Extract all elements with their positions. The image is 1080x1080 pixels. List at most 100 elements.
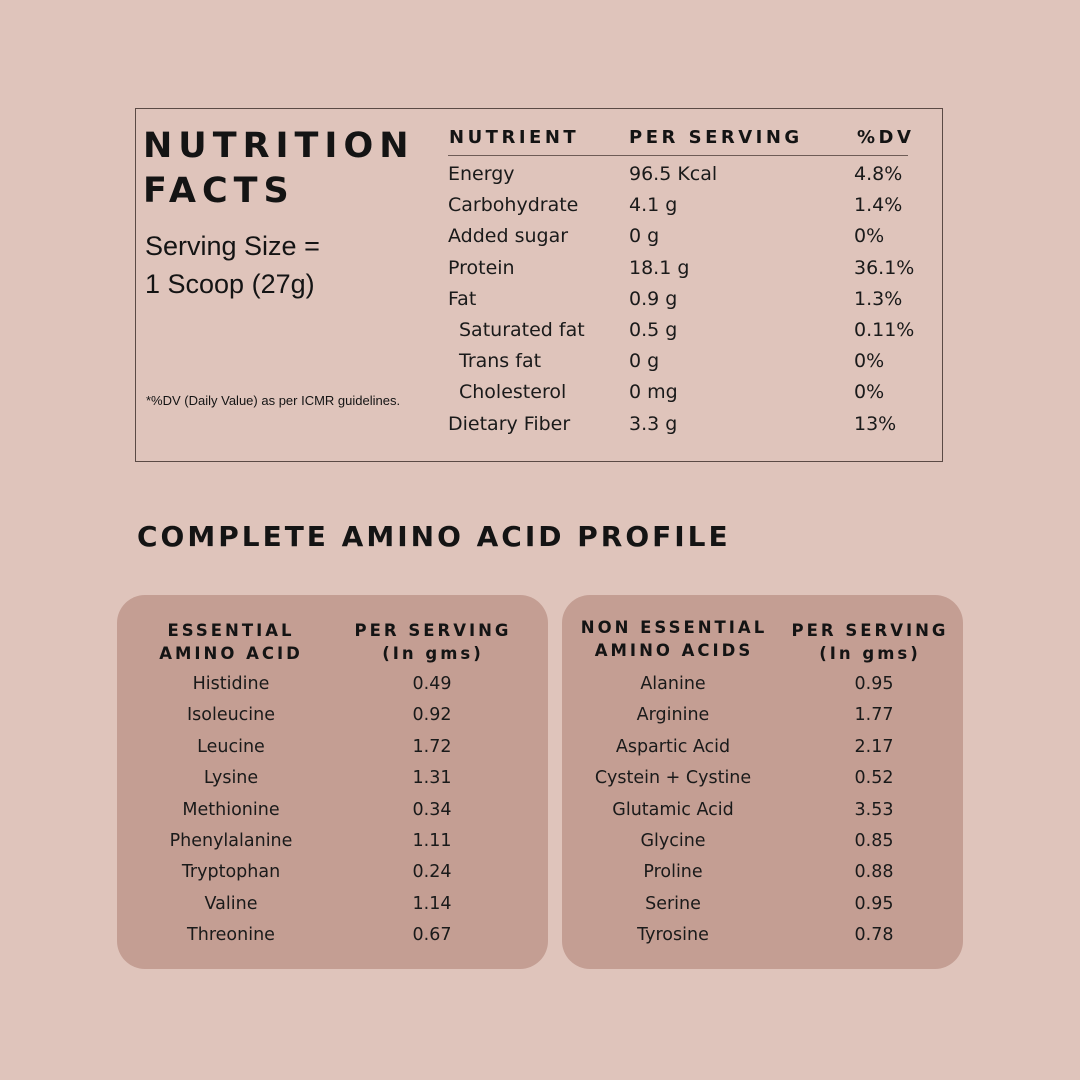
amino-acid-name: Valine bbox=[204, 893, 258, 914]
title-line-2: FACTS bbox=[143, 171, 295, 211]
amino-acid-name: Histidine bbox=[192, 674, 270, 694]
nutrient-name: Energy bbox=[448, 163, 515, 185]
amino-acid-value: 1.31 bbox=[412, 768, 452, 789]
amino-row: Proline 0.88 bbox=[0, 860, 1080, 891]
nutrient-row: Carbohydrate 4.1 g 1.4% bbox=[0, 192, 1080, 223]
amino-acid-value: 3.53 bbox=[854, 799, 894, 820]
nutrient-name: Trans fat bbox=[459, 350, 542, 373]
amino-acid-name: Aspartic Acid bbox=[615, 736, 731, 757]
nutrient-dv: 4.8% bbox=[854, 163, 903, 185]
amino-row: Tyrosine 0.78 bbox=[0, 923, 1080, 954]
header-line: NON ESSENTIAL bbox=[580, 618, 768, 637]
nutrient-dv: 0% bbox=[854, 225, 885, 248]
nutrient-per-serving: 3.3 g bbox=[629, 412, 678, 435]
amino-row: Cystein + Cystine 0.52 bbox=[0, 766, 1080, 797]
nutrient-row: Saturated fat 0.5 g 0.11% bbox=[0, 317, 1080, 348]
essential-value-header: PER SERVING (In gms) bbox=[355, 619, 512, 665]
amino-acid-value: 0.78 bbox=[854, 925, 894, 946]
amino-acid-name: Arginine bbox=[636, 705, 710, 726]
amino-acid-value: 1.11 bbox=[412, 831, 452, 851]
amino-row: Lysine 1.31 bbox=[0, 766, 1080, 797]
nutrient-name: Dietary Fiber bbox=[448, 412, 571, 435]
header-line: PER SERVING bbox=[354, 621, 512, 640]
amino-acid-profile-title: COMPLETE AMINO ACID PROFILE bbox=[137, 520, 731, 553]
nutrient-row: Trans fat 0 g 0% bbox=[0, 348, 1080, 379]
nutrient-dv: 1.3% bbox=[854, 287, 903, 310]
amino-row: Valine 1.14 bbox=[0, 892, 1080, 923]
essential-name-header: ESSENTIAL AMINO ACID bbox=[159, 619, 303, 665]
amino-row: Isoleucine 0.92 bbox=[0, 703, 1080, 734]
amino-row: Serine 0.95 bbox=[0, 892, 1080, 923]
amino-acid-value: 0.95 bbox=[854, 674, 894, 694]
amino-acid-value: 0.24 bbox=[412, 862, 452, 883]
amino-acid-value: 0.85 bbox=[854, 831, 894, 851]
amino-acid-value: 0.92 bbox=[412, 705, 452, 726]
amino-row: Phenylalanine 1.11 bbox=[0, 829, 1080, 860]
amino-row: Glycine 0.85 bbox=[0, 829, 1080, 860]
nutrient-per-serving: 0.5 g bbox=[629, 319, 678, 341]
amino-acid-name: Glutamic Acid bbox=[612, 799, 734, 820]
amino-row: Alanine 0.95 bbox=[0, 672, 1080, 703]
amino-row: Arginine 1.77 bbox=[0, 703, 1080, 734]
header-line: AMINO ACIDS bbox=[594, 641, 754, 660]
nutrient-per-serving: 4.1 g bbox=[629, 194, 678, 217]
nutrient-row: Dietary Fiber 3.3 g 13% bbox=[0, 411, 1080, 442]
amino-acid-name: Cystein + Cystine bbox=[594, 768, 752, 789]
nutrient-name: Fat bbox=[448, 287, 477, 310]
nutrition-facts-panel bbox=[135, 108, 943, 462]
nutrient-name: Added sugar bbox=[448, 225, 569, 248]
amino-acid-name: Lysine bbox=[203, 768, 259, 789]
amino-acid-name: Isoleucine bbox=[186, 705, 276, 726]
nutrient-dv: 0% bbox=[854, 381, 885, 404]
amino-acid-name: Tyrosine bbox=[637, 925, 709, 946]
amino-acid-value: 0.95 bbox=[854, 893, 894, 914]
nutrient-name: Saturated fat bbox=[459, 319, 585, 341]
dv-column-header: %DV bbox=[857, 127, 915, 148]
non-essential-name-header: NON ESSENTIAL AMINO ACIDS bbox=[581, 616, 767, 662]
non-essential-amino-panel bbox=[562, 595, 963, 969]
amino-acid-value: 0.88 bbox=[854, 862, 894, 883]
nutrient-per-serving: 18.1 g bbox=[629, 256, 690, 279]
amino-acid-name: Serine bbox=[645, 893, 701, 914]
non-essential-value-header: PER SERVING (In gms) bbox=[792, 619, 949, 665]
daily-value-note: *%DV (Daily Value) as per ICMR guideline… bbox=[146, 393, 401, 408]
nutrient-dv: 0% bbox=[854, 350, 885, 373]
nutrient-name: Cholesterol bbox=[459, 381, 567, 404]
serving-size-line-2: 1 Scoop (27g) bbox=[145, 269, 315, 299]
amino-row: Methionine 0.34 bbox=[0, 798, 1080, 829]
amino-acid-value: 1.77 bbox=[854, 705, 894, 726]
amino-row: Tryptophan 0.24 bbox=[0, 860, 1080, 891]
amino-acid-value: 0.52 bbox=[854, 768, 894, 789]
header-divider bbox=[448, 155, 908, 156]
title-line-1: NUTRITION bbox=[143, 126, 415, 166]
nutrient-name: Carbohydrate bbox=[448, 194, 579, 217]
nutrient-dv: 36.1% bbox=[854, 256, 915, 279]
amino-acid-name: Alanine bbox=[640, 674, 706, 694]
nutrition-facts-title: NUTRITION FACTS bbox=[143, 124, 415, 214]
nutrient-column-header: NUTRIENT bbox=[449, 127, 580, 148]
nutrient-row: Fat 0.9 g 1.3% bbox=[0, 286, 1080, 317]
amino-acid-name: Methionine bbox=[182, 799, 280, 820]
amino-acid-value: 1.14 bbox=[412, 893, 452, 914]
header-line: PER SERVING bbox=[791, 621, 949, 640]
header-line: (In gms) bbox=[819, 644, 921, 663]
nutrient-per-serving: 0.9 g bbox=[629, 287, 678, 310]
amino-acid-name: Glycine bbox=[640, 831, 706, 851]
amino-row: Threonine 0.67 bbox=[0, 923, 1080, 954]
amino-acid-value: 0.34 bbox=[412, 799, 452, 820]
nutrient-dv: 0.11% bbox=[854, 319, 915, 341]
nutrient-dv: 1.4% bbox=[854, 194, 903, 217]
amino-row: Histidine 0.49 bbox=[0, 672, 1080, 703]
amino-acid-name: Leucine bbox=[197, 736, 265, 757]
amino-acid-value: 0.67 bbox=[412, 925, 452, 946]
amino-acid-name: Phenylalanine bbox=[169, 831, 293, 851]
per-serving-column-header: PER SERVING bbox=[629, 127, 803, 148]
nutrient-row: Energy 96.5 Kcal 4.8% bbox=[0, 161, 1080, 192]
serving-size: Serving Size = 1 Scoop (27g) bbox=[145, 227, 320, 303]
serving-size-line-1: Serving Size = bbox=[145, 231, 320, 261]
header-line: ESSENTIAL bbox=[167, 621, 295, 640]
amino-acid-name: Proline bbox=[643, 862, 703, 883]
nutrient-dv: 13% bbox=[854, 412, 897, 435]
nutrient-per-serving: 0 g bbox=[629, 225, 660, 248]
amino-acid-name: Tryptophan bbox=[181, 862, 281, 883]
